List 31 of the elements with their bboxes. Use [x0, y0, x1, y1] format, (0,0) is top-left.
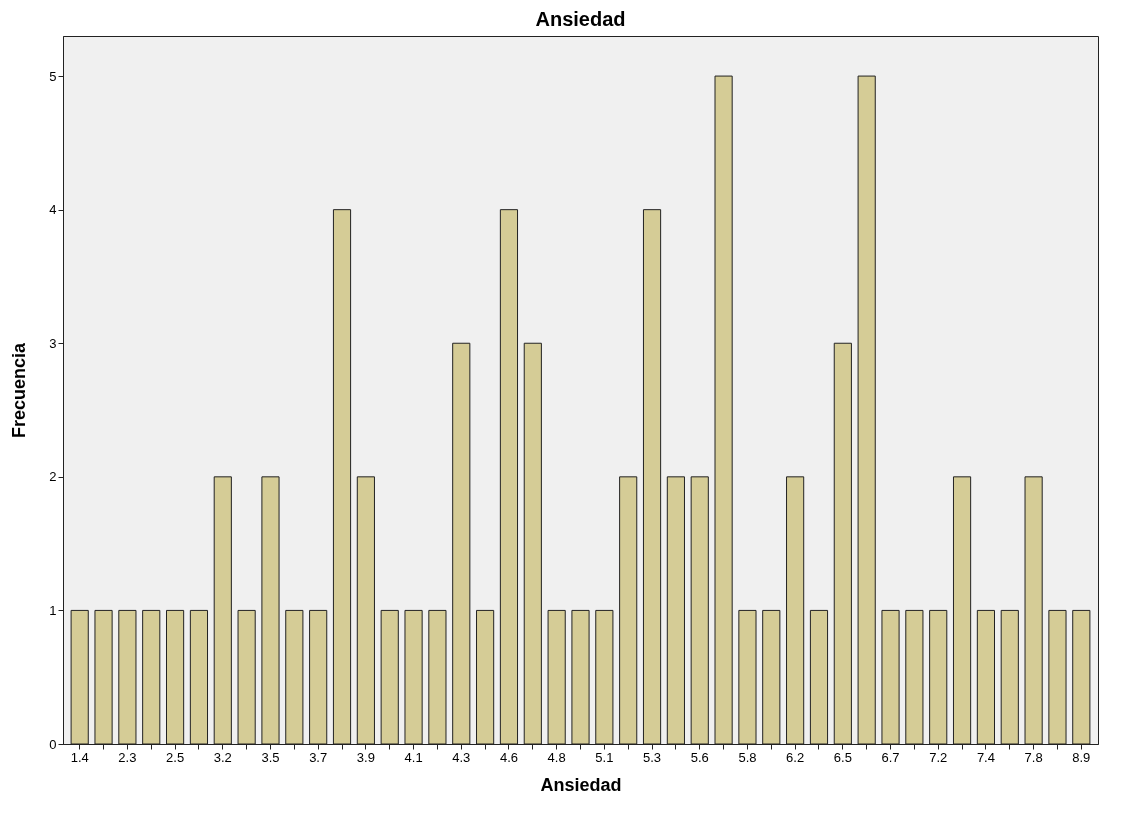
x-tick-label: 7.8: [1024, 749, 1043, 765]
y-tick-label: 0: [49, 736, 57, 752]
y-tick-label: 2: [49, 469, 57, 485]
x-tick-label: 2.3: [118, 749, 137, 765]
y-axis-title: Frecuencia: [9, 341, 30, 439]
y-tick-label: 1: [49, 602, 57, 618]
y-tick-label: 5: [49, 68, 57, 84]
x-tick-label: 5.8: [738, 749, 757, 765]
x-tick-label: 3.7: [309, 749, 328, 765]
x-tick-label: 8.9: [1072, 749, 1091, 765]
x-tick-label: 3.2: [213, 749, 232, 765]
x-tick-label: 4.1: [404, 749, 423, 765]
x-tick-label: 7.4: [976, 749, 995, 765]
x-tick-label: 5.1: [595, 749, 614, 765]
y-tick-label: 4: [49, 202, 57, 218]
x-tick-label: 7.2: [929, 749, 948, 765]
x-tick-label: 5.3: [643, 749, 662, 765]
x-tick-label: 4.3: [452, 749, 471, 765]
chart-title: Ansiedad: [535, 8, 626, 30]
x-axis-title: Ansiedad: [540, 774, 622, 795]
x-tick-label: 6.7: [881, 749, 900, 765]
x-tick-label: 5.6: [690, 749, 709, 765]
x-tick-label: 3.5: [261, 749, 280, 765]
y-tick-label: 3: [49, 335, 57, 351]
x-tick-label: 4.6: [499, 749, 518, 765]
x-tick-label: 1.4: [70, 749, 89, 765]
x-tick-label: 4.8: [547, 749, 566, 765]
x-tick-label: 6.2: [786, 749, 805, 765]
x-tick-label: 2.5: [166, 749, 185, 765]
x-tick-label: 3.9: [356, 749, 375, 765]
x-tick-label: 6.5: [833, 749, 852, 765]
